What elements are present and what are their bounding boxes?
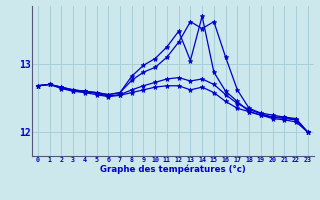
X-axis label: Graphe des températures (°c): Graphe des températures (°c): [100, 165, 246, 174]
